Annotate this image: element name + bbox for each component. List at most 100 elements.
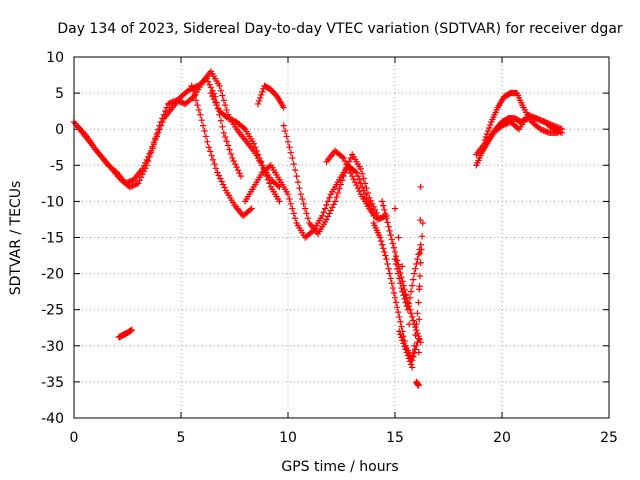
data-point: [127, 183, 135, 190]
data-point: [408, 364, 416, 371]
data-point: [157, 122, 165, 129]
data-point: [403, 349, 410, 356]
data-point: [537, 126, 544, 133]
data-point: [255, 97, 263, 105]
data-point: [398, 323, 405, 330]
data-point: [164, 100, 172, 108]
data-point: [343, 160, 350, 168]
y-tick-labels: 10 5 0 -5 -10 -15 -20 -25 -30 -35 -40: [41, 50, 64, 427]
data-point: [537, 116, 544, 124]
data-point: [296, 184, 303, 192]
data-point: [128, 326, 135, 334]
data-point: [321, 205, 329, 212]
data-point: [188, 82, 195, 90]
data-point: [207, 89, 215, 97]
data-point: [391, 255, 399, 263]
y-tick-label: -35: [41, 375, 64, 391]
data-point: [558, 126, 566, 133]
data-point: [416, 249, 424, 257]
data-point: [383, 215, 390, 222]
data-point: [140, 168, 148, 175]
data-point: [147, 149, 155, 156]
data-point: [137, 174, 145, 181]
data-point: [498, 122, 506, 129]
data-point: [550, 122, 557, 129]
data-point: [402, 299, 409, 306]
data-point: [418, 233, 426, 240]
data-point: [341, 169, 349, 176]
data-point: [374, 216, 382, 223]
y-axis-label: SDTVAR / TECUs: [8, 181, 24, 296]
data-point: [248, 205, 255, 212]
data-point: [390, 289, 398, 297]
x-tick-label: 15: [386, 430, 404, 446]
data-point: [219, 123, 226, 130]
data-point: [266, 163, 273, 170]
data-point: [527, 112, 534, 120]
data-point: [163, 104, 170, 111]
data-point: [257, 158, 265, 165]
data-point: [382, 210, 389, 218]
data-point: [387, 275, 394, 282]
data-point: [411, 342, 418, 349]
data-point: [230, 157, 237, 165]
data-point: [346, 166, 353, 174]
data-point: [408, 313, 416, 321]
data-point: [211, 160, 218, 168]
data-point: [398, 284, 405, 292]
data-point: [531, 114, 539, 121]
data-point: [319, 212, 326, 220]
data-point: [326, 194, 333, 201]
data-point: [377, 237, 385, 245]
data-point: [287, 149, 295, 156]
data-point: [301, 205, 309, 212]
data-point: [391, 205, 399, 212]
data-point: [204, 138, 211, 146]
data-point: [208, 152, 215, 159]
data-point: [142, 165, 149, 172]
data-point: [402, 292, 409, 299]
data-point: [416, 316, 423, 323]
data-point: [400, 340, 407, 347]
data-point: [329, 204, 336, 211]
x-tick-labels: 0 5 10 15 20 25: [70, 430, 618, 446]
data-point: [378, 214, 386, 221]
data-point: [412, 265, 419, 272]
data-point: [548, 121, 556, 129]
data-point: [146, 153, 153, 161]
data-point: [339, 153, 346, 161]
data-point: [129, 182, 136, 189]
data-point: [331, 198, 339, 205]
data-point: [194, 101, 201, 109]
data-point: [195, 106, 203, 114]
data-point: [407, 288, 415, 295]
data-point: [391, 294, 399, 301]
data-point: [209, 156, 217, 164]
data-point: [206, 81, 213, 88]
series-arc-d: [188, 82, 255, 220]
data-point: [324, 198, 332, 205]
x-tick-label: 20: [493, 430, 511, 446]
data-point: [543, 119, 550, 126]
data-point: [380, 245, 387, 252]
data-point: [416, 272, 424, 280]
data-point: [214, 169, 221, 176]
data-point: [364, 189, 372, 197]
data-point: [505, 119, 513, 126]
data-point: [399, 288, 406, 295]
data-point: [347, 154, 354, 162]
data-point: [204, 78, 212, 85]
series-arc-p: [481, 89, 561, 144]
y-tick-label: -20: [41, 267, 64, 283]
data-point: [220, 97, 227, 104]
data-point: [538, 126, 546, 134]
data-point: [406, 294, 414, 301]
data-point: [299, 195, 306, 203]
data-point: [263, 172, 270, 180]
data-point: [232, 160, 239, 168]
data-point: [354, 184, 362, 192]
data-point: [256, 94, 264, 102]
data-point: [236, 169, 243, 177]
